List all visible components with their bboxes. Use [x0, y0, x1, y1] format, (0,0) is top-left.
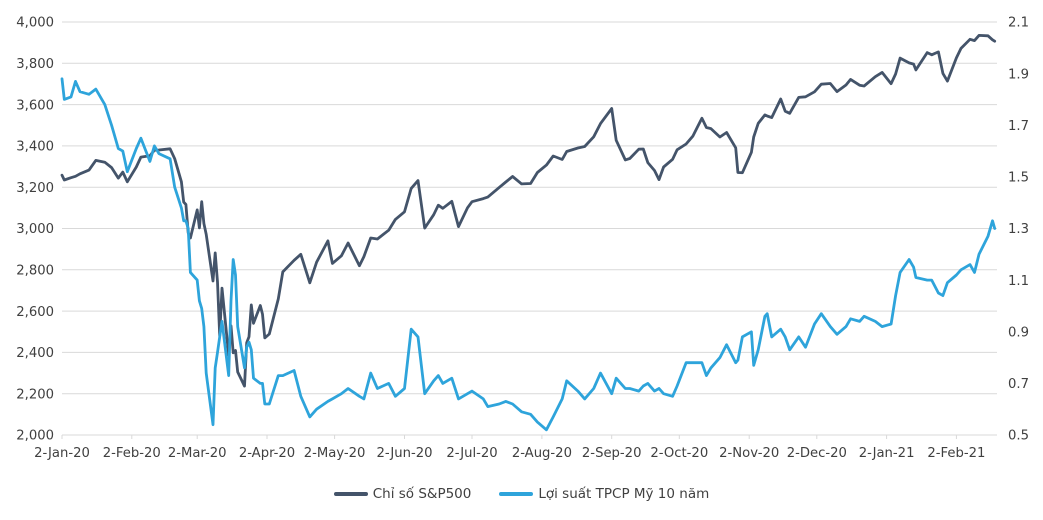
x-axis-label: 2-Feb-20	[103, 446, 161, 461]
x-axis-label: 2-May-20	[304, 446, 366, 461]
y-axis-right-label: 1.7	[1008, 119, 1029, 134]
y-axis-right-label: 2.1	[1008, 16, 1029, 31]
chart-svg: 4,000 3,800 3,600 3,400 3,200 3,000 2,800 2,600…	[16, 16, 1029, 461]
y-axis-right-label: 0.7	[1008, 377, 1029, 392]
y-axis-left-label: 2,200	[16, 387, 54, 402]
x-axis-label: 2-Mar-20	[168, 446, 227, 461]
legend-label-sp500: Chỉ số S&P500	[372, 486, 472, 502]
x-axis-label: 2-Feb-21	[927, 446, 985, 461]
x-axis-label: 2-Oct-20	[650, 446, 708, 461]
legend-item-sp500: Chỉ số S&P500	[333, 486, 472, 502]
y-axis-right-label: 0.5	[1008, 429, 1029, 444]
x-axis-label: 2-Jan-21	[859, 446, 915, 461]
x-axis-label: 2-Sep-20	[582, 446, 642, 461]
x-axis-label: 2-Jan-20	[34, 446, 90, 461]
plot-area: 4,000 3,800 3,600 3,400 3,200 3,000 2,800 2,600…	[16, 16, 1029, 461]
y-axis-left-label: 3,200	[16, 181, 54, 196]
y-axis-left-label: 2,800	[16, 264, 54, 279]
y-axis-left-label: 3,800	[16, 57, 54, 72]
y-axis-right-label: 1.9	[1008, 67, 1029, 82]
x-axis-label: 2-Dec-20	[787, 446, 847, 461]
legend-label-yield: Lợi suất TPCP Mỹ 10 năm	[538, 486, 710, 502]
y-axis-left-label: 2,000	[16, 429, 54, 444]
y-axis-right-label: 1.3	[1008, 222, 1029, 237]
y-axis-left-label: 2,600	[16, 305, 54, 320]
x-axis-label: 2-Jul-20	[446, 446, 497, 461]
y-axis-left-label: 2,400	[16, 346, 54, 361]
x-axis-label: 2-Jun-20	[376, 446, 432, 461]
chart-legend: Chỉ số S&P500 Lợi suất TPCP Mỹ 10 năm	[0, 486, 1043, 502]
x-axis-label: 2-Nov-20	[719, 446, 779, 461]
x-axis-label: 2-Apr-20	[239, 446, 295, 461]
y-axis-right-label: 1.5	[1008, 171, 1029, 186]
y-axis-left-label: 3,600	[16, 98, 54, 113]
sp500-line	[60, 34, 997, 388]
y-axis-right-label: 1.1	[1008, 274, 1029, 289]
y-axis-right-label: 0.9	[1008, 326, 1029, 341]
yield-line-swatch	[499, 492, 534, 496]
sp500-line-swatch	[333, 492, 368, 496]
y-axis-left-label: 4,000	[16, 16, 54, 31]
y-axis-left-label: 3,000	[16, 222, 54, 237]
x-axis-label: 2-Aug-20	[512, 446, 572, 461]
yield-line	[60, 77, 997, 432]
legend-item-yield: Lợi suất TPCP Mỹ 10 năm	[499, 486, 709, 502]
y-axis-left-label: 3,400	[16, 140, 54, 155]
